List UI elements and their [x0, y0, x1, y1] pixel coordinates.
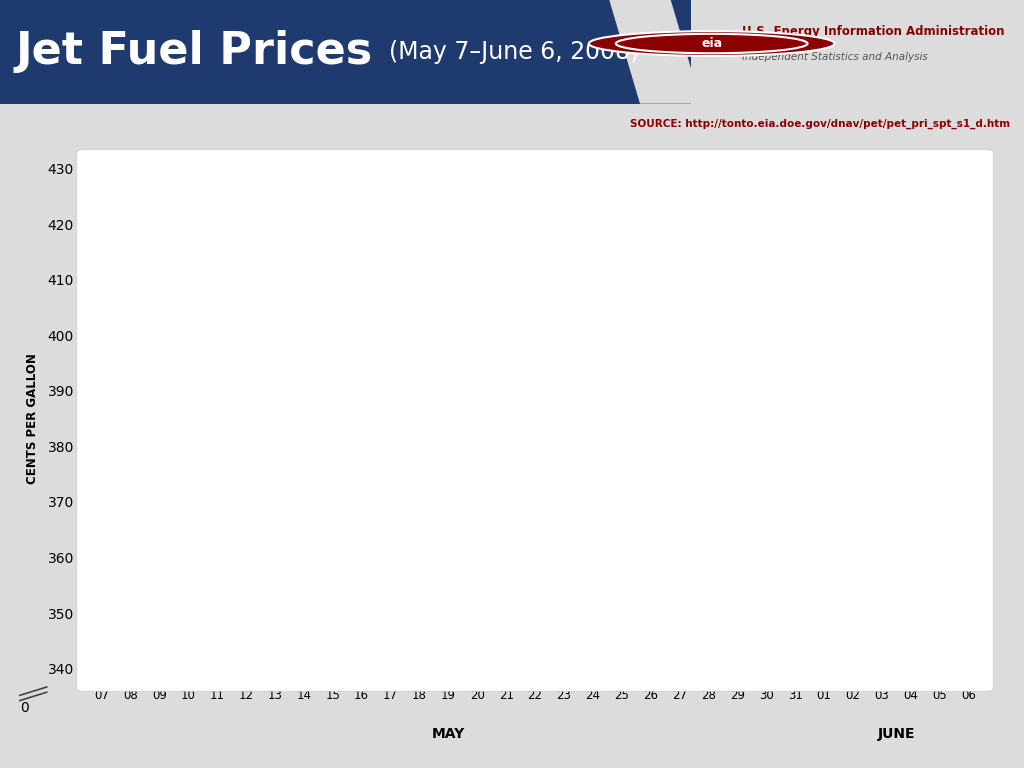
Polygon shape [609, 0, 701, 104]
Text: (May 7–June 6, 2008): (May 7–June 6, 2008) [389, 40, 640, 64]
Bar [0, 0, 691, 104]
Text: 0: 0 [20, 701, 29, 716]
Text: MAY: MAY [432, 727, 465, 741]
Text: Independent Statistics and Analysis: Independent Statistics and Analysis [742, 52, 928, 62]
Y-axis label: CENTS PER GALLON: CENTS PER GALLON [27, 353, 39, 484]
Text: Jet Fuel Prices: Jet Fuel Prices [15, 31, 373, 73]
Text: eia: eia [701, 37, 722, 50]
Bar [701, 0, 1024, 104]
Text: U.S. Energy Information Administration: U.S. Energy Information Administration [742, 25, 1005, 38]
Legend: NEW YORK HARBOR, U.S. GULF COAST, LOS ANGELES, AMSTERDAM-ROTTERDAM-ANTWERP, SING: NEW YORK HARBOR, U.S. GULF COAST, LOS AN… [672, 536, 977, 668]
Text: SOURCE: http://tonto.eia.doe.gov/dnav/pet/pet_pri_spt_s1_d.htm: SOURCE: http://tonto.eia.doe.gov/dnav/pe… [630, 119, 1010, 129]
Circle shape [589, 31, 835, 56]
Text: JUNE: JUNE [878, 727, 915, 741]
